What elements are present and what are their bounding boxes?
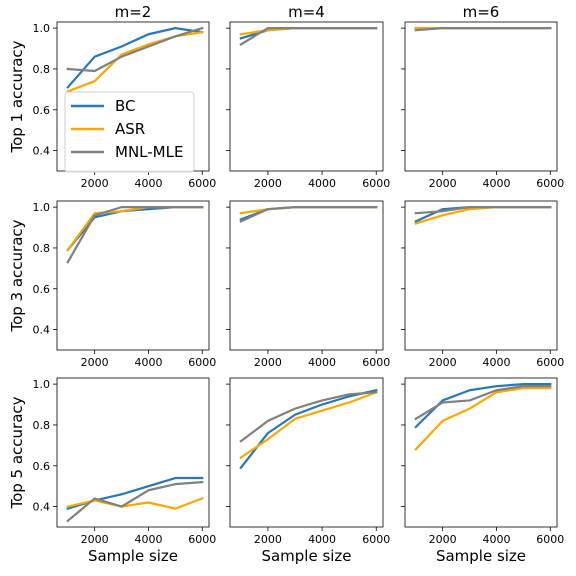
x-tick-label: 6000 (188, 177, 216, 190)
plot-frame (404, 377, 558, 528)
x-tick-label: 4000 (308, 177, 336, 190)
plot-frame (229, 200, 384, 351)
panel-r2-c1: 2000 4000 6000 Sample size (226, 377, 390, 565)
y-tick-label: 0.6 (33, 104, 51, 117)
x-tick-label: 2000 (81, 533, 109, 546)
y-tick-label: 0.4 (33, 145, 51, 158)
panel-r1-c0: 2000 4000 6000 0.4 0.6 0.8 1.0 Top 3 accuracy (8, 200, 216, 369)
y-axis-label: Top 1 accuracy (8, 40, 26, 153)
x-tick-label: 4000 (482, 356, 510, 369)
plot-frame (404, 200, 558, 351)
series-line-mnl-mle (414, 385, 552, 421)
x-tick-label: 2000 (254, 177, 282, 190)
x-axis-label: Sample size (261, 547, 351, 565)
x-axis-label: Sample size (436, 547, 526, 565)
plot-frame (229, 21, 384, 172)
plot-frame (404, 21, 558, 172)
x-tick-label: 4000 (134, 533, 162, 546)
panel-r2-c2: 2000 4000 6000 Sample size (401, 377, 564, 565)
series-line-mnl-mle (66, 26, 204, 73)
legend-label-mnl-mle: MNL-MLE (115, 143, 183, 161)
x-tick-label: 6000 (362, 177, 390, 190)
series-line-asr (239, 390, 378, 460)
x-tick-label: 4000 (134, 177, 162, 190)
plot-frame (229, 377, 384, 528)
plot-frame (56, 377, 210, 528)
series-line-mnl-mle (414, 27, 552, 32)
x-tick-label: 6000 (188, 533, 216, 546)
x-tick-label: 6000 (188, 356, 216, 369)
y-tick-label: 0.8 (33, 242, 51, 255)
series-line-asr (414, 387, 552, 451)
series-line-asr (414, 206, 552, 225)
x-tick-label: 2000 (81, 177, 109, 190)
panel-r0-c0: 2000 4000 6000 0.4 0.6 0.8 1.0 m=2 Top 1 accurac… (8, 3, 216, 190)
series-line-mnl-mle (66, 206, 204, 264)
panel-r0-c1: 2000 4000 6000 m=4 (226, 3, 390, 190)
x-tick-label: 4000 (308, 533, 336, 546)
x-tick-label: 6000 (536, 356, 564, 369)
x-tick-label: 2000 (254, 356, 282, 369)
x-tick-label: 4000 (308, 356, 336, 369)
y-axis-label: Top 3 accuracy (8, 219, 26, 332)
y-tick-label: 0.4 (33, 501, 51, 514)
legend-label-asr: ASR (115, 120, 145, 138)
x-tick-label: 6000 (362, 356, 390, 369)
legend-label-bc: BC (115, 97, 136, 115)
x-tick-label: 2000 (429, 177, 457, 190)
x-tick-label: 2000 (429, 533, 457, 546)
series-line-bc (239, 388, 378, 470)
series-line-mnl-mle (239, 391, 378, 443)
x-tick-label: 4000 (482, 533, 510, 546)
legend: BC ASR MNL-MLE (64, 91, 195, 173)
y-tick-label: 0.6 (33, 460, 51, 473)
x-tick-label: 2000 (81, 356, 109, 369)
y-tick-label: 0.4 (33, 324, 51, 337)
y-tick-label: 1.0 (33, 201, 51, 214)
y-tick-label: 0.8 (33, 63, 51, 76)
column-title: m=6 (463, 3, 500, 21)
y-tick-label: 0.8 (33, 419, 51, 432)
panel-r1-c2: 2000 4000 6000 (401, 200, 564, 369)
x-tick-label: 2000 (254, 533, 282, 546)
series-line-mnl-mle (414, 206, 552, 215)
panel-r2-c0: 2000 4000 6000 0.4 0.6 0.8 1.0 Sample size Top 5… (8, 377, 216, 565)
x-tick-label: 4000 (134, 356, 162, 369)
x-tick-label: 2000 (429, 356, 457, 369)
series-line-bc (66, 27, 204, 89)
x-tick-label: 6000 (536, 533, 564, 546)
column-title: m=2 (115, 3, 152, 21)
series-line-mnl-mle (66, 480, 204, 523)
x-tick-label: 6000 (536, 177, 564, 190)
x-tick-label: 6000 (362, 533, 390, 546)
x-axis-label: Sample size (88, 547, 178, 565)
y-tick-label: 0.6 (33, 283, 51, 296)
series-line-mnl-mle (239, 27, 378, 46)
y-tick-label: 1.0 (33, 378, 51, 391)
plot-frame (56, 200, 210, 351)
y-axis-label: Top 5 accuracy (8, 396, 26, 509)
panel-r1-c1: 2000 4000 6000 (226, 200, 390, 369)
x-tick-label: 4000 (482, 177, 510, 190)
y-tick-label: 1.0 (33, 22, 51, 35)
series-line-bc (414, 206, 552, 223)
column-title: m=4 (288, 3, 325, 21)
series-line-mnl-mle (239, 206, 378, 223)
panel-r0-c2: 2000 4000 6000 m=6 (401, 3, 564, 190)
